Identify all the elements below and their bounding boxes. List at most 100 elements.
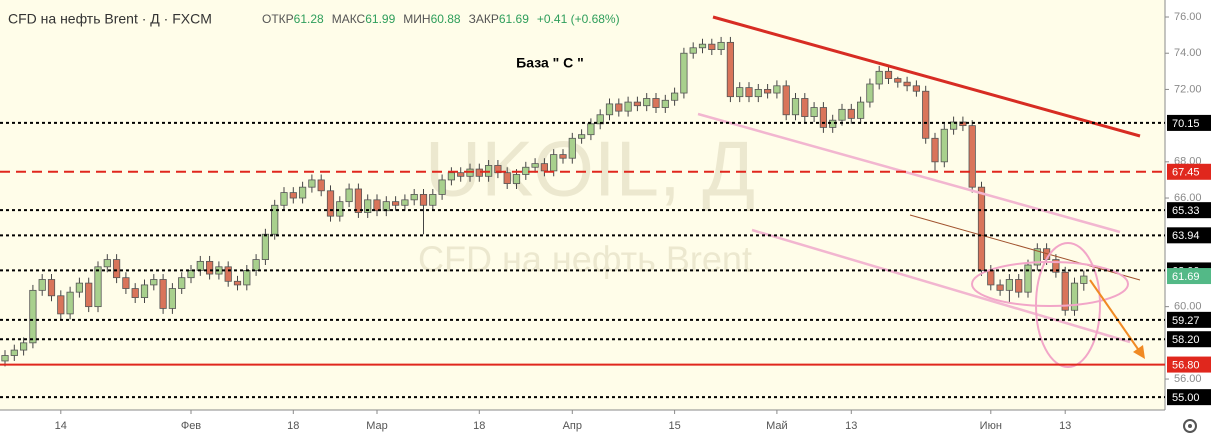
candle-body [605, 103, 614, 116]
candle-body [298, 186, 307, 199]
candle-body [261, 233, 270, 260]
candle-body [1070, 282, 1079, 311]
candle-body [847, 108, 855, 119]
candle-body [857, 101, 865, 119]
chart-title: CFD на нефть Brent · Д · FXCM [8, 11, 212, 27]
settings-icon[interactable] [1183, 419, 1197, 433]
candle-body [57, 295, 65, 315]
gear[interactable] [1183, 419, 1197, 433]
candle-body [912, 85, 921, 92]
candle-body [689, 47, 697, 54]
candle-body [754, 89, 762, 98]
candle-body [19, 342, 28, 351]
candle-body [252, 259, 260, 271]
level-label-box [1167, 356, 1211, 373]
candle-body [717, 41, 725, 50]
header-label: МАКС [332, 12, 366, 26]
candle-body [940, 128, 948, 163]
gear-center[interactable] [1188, 424, 1192, 428]
header-value: 61.28 [294, 12, 324, 26]
candle-body [559, 154, 567, 159]
time-axis-background [0, 410, 1165, 438]
candle-body [615, 103, 623, 112]
candle-body [113, 259, 121, 279]
candle-body [159, 279, 167, 309]
candle-body [224, 266, 232, 282]
candle-body [512, 174, 521, 184]
candle-body [968, 125, 976, 188]
candle-body [875, 70, 883, 85]
candle-body [38, 279, 46, 291]
candle-body [987, 270, 995, 286]
level-label: 67.45 [1172, 167, 1200, 179]
candle-body [75, 282, 83, 293]
candle-body [782, 85, 790, 116]
candle-body [866, 83, 874, 103]
candle-body [531, 163, 539, 168]
header: CFD на нефть Brent · Д · FXCM ОТКР 61.28 М… [8, 11, 620, 27]
level-label-box [1167, 202, 1211, 219]
level-label-box [1167, 227, 1211, 244]
header-label: МИН [403, 12, 430, 26]
candle-body [643, 98, 651, 107]
header-label: ОТКР [262, 12, 294, 26]
level-label: 56.80 [1172, 359, 1200, 371]
watermark: CFD на нефть Brent [418, 239, 752, 280]
x-tick-label: 13 [1059, 420, 1071, 432]
candle-body [47, 279, 56, 297]
candle-body [884, 70, 893, 79]
candle-body [150, 279, 158, 286]
x-tick-label: Апр [563, 420, 582, 432]
candle-body [736, 87, 744, 98]
candle-body [140, 284, 149, 298]
candle-body [708, 43, 716, 50]
candle-body [289, 192, 297, 199]
header-value: 61.99 [365, 12, 395, 26]
candle-body [391, 201, 400, 206]
candle-body [345, 188, 353, 203]
arrow-head [1133, 345, 1145, 359]
highlight-ellipse [971, 261, 1129, 307]
candle-body [419, 194, 428, 206]
y-tick-label: 76.00 [1174, 11, 1202, 23]
candle-body [336, 201, 344, 217]
candle-body [271, 204, 279, 235]
candle-body [931, 137, 939, 163]
candle-body [801, 98, 809, 117]
level-label: 65.33 [1172, 205, 1200, 217]
candle-body [633, 101, 642, 107]
candle-body [726, 41, 735, 98]
plot-background [0, 0, 1165, 410]
candle-body [168, 288, 176, 309]
level-label: 70.15 [1172, 118, 1200, 130]
candle-body [540, 163, 549, 172]
header-value: 61.69 [499, 12, 529, 26]
x-tick-label: 18 [287, 420, 299, 432]
candle-body [894, 78, 902, 83]
level-label-box [1167, 389, 1211, 406]
x-tick-label: 18 [473, 420, 485, 432]
candle-body [503, 172, 511, 184]
candle-body [29, 289, 37, 344]
candle-body [10, 349, 18, 356]
candle-body [698, 43, 707, 49]
candle-body [429, 194, 437, 206]
x-tick-label: 15 [668, 420, 680, 432]
trend-line [697, 112, 1121, 234]
candle-body [838, 108, 846, 121]
candle-body [587, 123, 595, 136]
level-label: 59.27 [1172, 315, 1200, 327]
level-label-box [1167, 114, 1211, 131]
candle-body [131, 288, 139, 298]
candle-body [764, 89, 772, 94]
level-label: 63.94 [1172, 230, 1200, 242]
candle-body [745, 87, 753, 98]
candle-body [773, 85, 781, 94]
candle-body [326, 190, 335, 217]
candle-body [178, 277, 186, 289]
candle-body [280, 192, 288, 206]
header-value: 60.88 [431, 12, 461, 26]
candle-body [410, 194, 418, 201]
